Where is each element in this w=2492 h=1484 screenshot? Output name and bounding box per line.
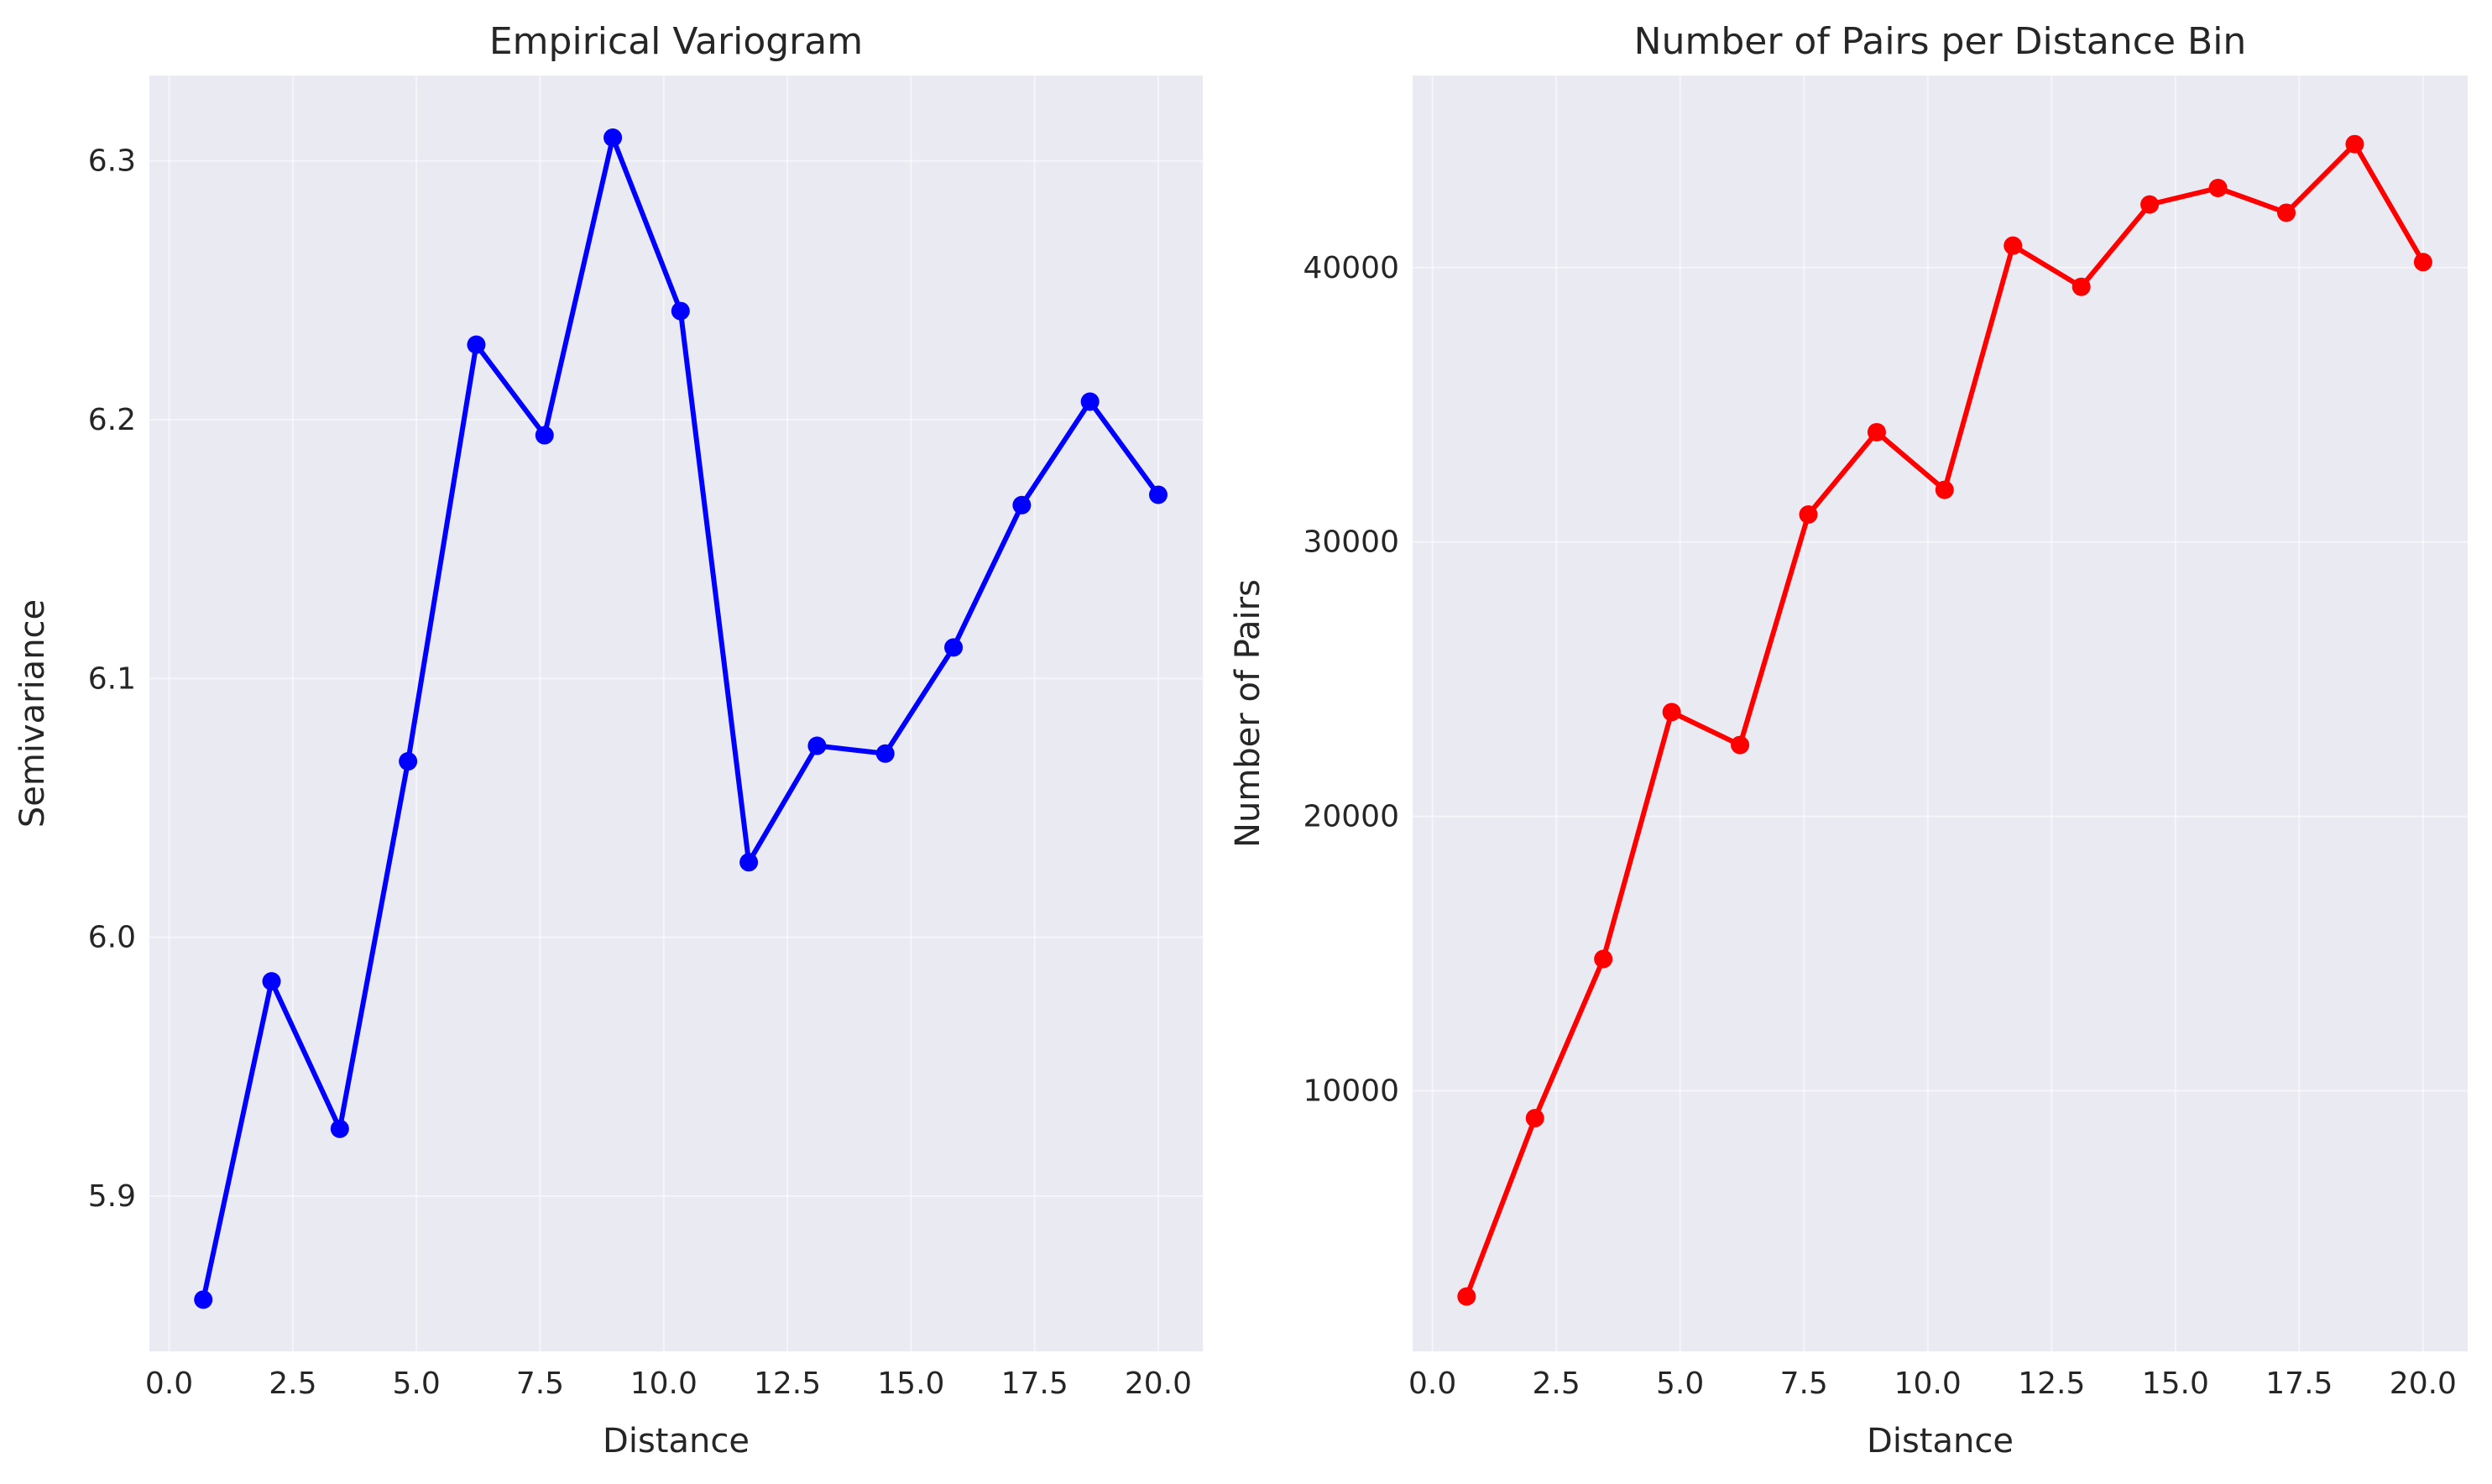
y-tick-label: 30000 xyxy=(1303,525,1399,560)
data-point xyxy=(194,1290,213,1309)
chart-title: Empirical Variogram xyxy=(489,20,863,63)
x-tick-label: 2.5 xyxy=(269,1366,316,1401)
x-tick-label: 12.5 xyxy=(2018,1366,2085,1401)
data-point xyxy=(1525,1109,1544,1128)
data-point xyxy=(2413,253,2432,272)
data-point xyxy=(1457,1287,1476,1306)
data-point xyxy=(1935,480,1954,499)
x-tick-label: 5.0 xyxy=(1656,1366,1704,1401)
data-point xyxy=(875,744,895,763)
x-axis-label: Distance xyxy=(1867,1422,2014,1460)
variogram-chart: 0.0 2.5 5.0 7.5 10.0 12.5 15.0 17.5 20.0 5.9 6.0 6.… xyxy=(13,20,1203,1460)
x-tick-label: 7.5 xyxy=(1780,1366,1828,1401)
x-tick-label: 0.0 xyxy=(1408,1366,1456,1401)
y-axis-label: Semivariance xyxy=(13,599,52,828)
y-tick-label: 6.0 xyxy=(88,921,136,955)
x-tick-label: 7.5 xyxy=(516,1366,564,1401)
data-point xyxy=(603,128,623,147)
data-point xyxy=(1594,949,1613,969)
y-tick-label: 5.9 xyxy=(88,1179,136,1214)
data-point xyxy=(467,335,486,354)
y-tick-label: 6.2 xyxy=(88,403,136,437)
x-tick-label: 12.5 xyxy=(754,1366,821,1401)
data-point xyxy=(330,1119,349,1138)
x-tick-label: 10.0 xyxy=(1894,1366,1962,1401)
data-point xyxy=(1867,422,1886,442)
data-point xyxy=(1731,735,1750,755)
chart-title: Number of Pairs per Distance Bin xyxy=(1634,20,2247,63)
data-point xyxy=(1012,495,1032,515)
y-tick-label: 10000 xyxy=(1303,1074,1399,1108)
data-point xyxy=(262,972,281,991)
data-point xyxy=(671,301,690,321)
data-point xyxy=(1662,703,1681,722)
x-tick-label: 2.5 xyxy=(1533,1366,1580,1401)
plot-area xyxy=(149,76,1203,1351)
x-tick-label: 10.0 xyxy=(630,1366,697,1401)
x-tick-label: 20.0 xyxy=(2390,1366,2457,1401)
data-point xyxy=(1080,392,1100,411)
data-point xyxy=(2071,277,2091,296)
data-point xyxy=(535,426,554,445)
x-tick-label: 17.5 xyxy=(1001,1366,1068,1401)
data-point xyxy=(807,736,827,755)
x-tick-label: 20.0 xyxy=(1125,1366,1192,1401)
pairs-count-chart: 0.0 2.5 5.0 7.5 10.0 12.5 15.0 17.5 20.0 10000 200… xyxy=(1229,20,2468,1460)
data-point xyxy=(2345,134,2364,154)
data-point xyxy=(2208,179,2228,198)
data-point xyxy=(2140,195,2160,214)
y-tick-label: 6.3 xyxy=(88,144,136,179)
x-tick-label: 15.0 xyxy=(877,1366,944,1401)
x-axis-label: Distance xyxy=(603,1422,750,1460)
y-tick-label: 20000 xyxy=(1303,800,1399,834)
data-point xyxy=(1148,485,1168,504)
y-tick-label: 40000 xyxy=(1303,251,1399,285)
y-axis-label: Number of Pairs xyxy=(1229,579,1267,848)
x-tick-label: 5.0 xyxy=(393,1366,441,1401)
plot-area xyxy=(1413,76,2468,1351)
x-tick-label: 15.0 xyxy=(2142,1366,2209,1401)
data-point xyxy=(1799,505,1818,525)
data-point xyxy=(2004,236,2023,255)
x-tick-label: 17.5 xyxy=(2265,1366,2333,1401)
data-point xyxy=(2277,203,2296,222)
data-point xyxy=(399,752,418,771)
y-tick-label: 6.1 xyxy=(88,661,136,696)
x-tick-label: 0.0 xyxy=(145,1366,193,1401)
data-point xyxy=(944,638,964,657)
data-point xyxy=(739,853,759,872)
